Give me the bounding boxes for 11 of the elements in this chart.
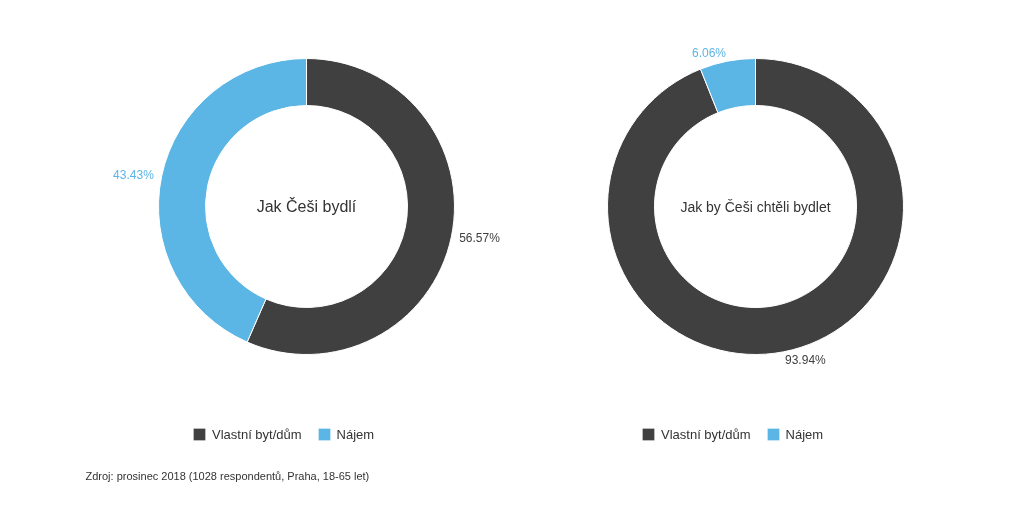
legend-label: Nájem [785,426,824,442]
data-label: 43.43% [113,167,155,182]
legend-label: Vlastní byt/dům [661,426,751,442]
text: Zdroj: prosinec 2018 (1028 respondentů, Praha, 18-65 let) [85,469,370,482]
text: Jak Češi bydlí [256,197,357,215]
text: Jak by Češi chtěli bydlet [680,198,831,215]
legend-label: Nájem [336,426,375,442]
legend-label: Vlastní byt/dům [212,426,302,442]
data-label: 6.06% [691,46,727,61]
data-label: 93.94% [785,352,827,367]
data-label: 56.57% [459,231,501,246]
